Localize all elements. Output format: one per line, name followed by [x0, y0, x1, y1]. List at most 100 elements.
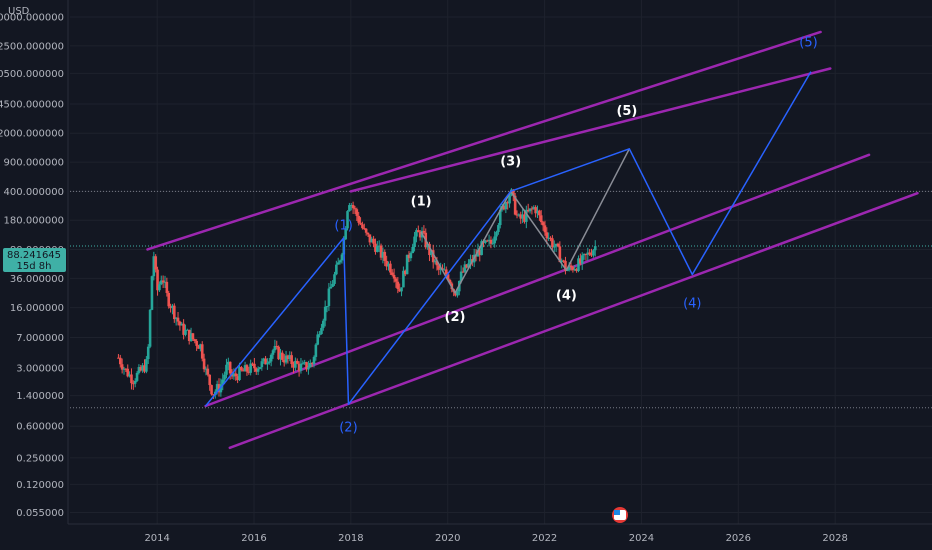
- candle-body: [279, 352, 282, 360]
- candle-body: [217, 384, 221, 393]
- candle-body: [426, 243, 429, 248]
- candle-body: [511, 189, 515, 196]
- candle-body: [223, 374, 226, 380]
- candle-body: [159, 280, 163, 285]
- candle-body: [413, 236, 416, 247]
- candle-body: [193, 339, 197, 341]
- candle-body: [227, 361, 230, 365]
- candle-body: [541, 222, 545, 226]
- x-tick-label: 2024: [629, 533, 654, 544]
- candle-body: [351, 205, 355, 209]
- candle-body: [463, 264, 467, 272]
- candle-body: [545, 232, 549, 239]
- x-tick-label: 2014: [144, 533, 169, 544]
- price-tag-countdown: 15d 8h: [17, 261, 52, 272]
- candle-body: [437, 265, 441, 270]
- candle-body: [120, 364, 124, 370]
- grid: [70, 0, 932, 524]
- candle-body: [135, 372, 139, 381]
- y-tick-label: 900.000000: [4, 158, 64, 169]
- candle-body: [139, 367, 143, 371]
- candle-body: [491, 243, 495, 245]
- candle-body: [513, 195, 517, 215]
- candle-body: [539, 215, 543, 223]
- candle-body: [344, 228, 347, 240]
- candle-body: [297, 363, 301, 371]
- channel-line: [146, 30, 822, 251]
- candle-body: [456, 291, 459, 296]
- candle-body: [571, 267, 575, 271]
- candle-body: [215, 384, 219, 392]
- candle-body: [526, 209, 530, 212]
- candle-body: [284, 355, 288, 363]
- candle-body: [376, 246, 379, 252]
- candle-body: [204, 368, 208, 370]
- channel-line: [204, 153, 871, 408]
- blue-wave-line: [205, 71, 812, 407]
- candle-body: [301, 363, 305, 365]
- flag-icon[interactable]: [612, 507, 628, 523]
- candle-body: [554, 243, 558, 247]
- candle-body: [206, 368, 210, 375]
- candle-body: [556, 243, 560, 247]
- candle-body: [165, 281, 169, 293]
- candle-body: [534, 207, 537, 214]
- candle-body: [549, 237, 552, 239]
- candle-body: [461, 271, 465, 273]
- candle-body: [407, 254, 411, 259]
- candle-body: [208, 374, 211, 386]
- candle-body: [390, 272, 394, 275]
- wave-label: (2): [445, 310, 466, 325]
- candle-body: [528, 208, 532, 212]
- candle-body: [236, 376, 239, 381]
- candle-body: [269, 354, 273, 362]
- candle-body: [372, 238, 375, 244]
- candle-body: [124, 368, 128, 370]
- candle-body: [150, 276, 154, 310]
- candle-body: [400, 287, 403, 292]
- candle-body: [182, 323, 185, 335]
- candle-body: [128, 374, 131, 377]
- candle-body: [446, 274, 450, 280]
- x-tick-label: 2020: [435, 533, 460, 544]
- candle-body: [359, 222, 362, 225]
- candle-body: [593, 246, 597, 251]
- candle-body: [202, 358, 206, 370]
- candle-body: [316, 334, 320, 345]
- candle-body: [485, 240, 489, 242]
- candle-body: [402, 270, 405, 288]
- candle-body: [180, 323, 184, 326]
- y-tick-label: 2000.000000: [0, 129, 64, 140]
- candle-body: [353, 208, 357, 210]
- candle-body: [295, 360, 299, 364]
- candle-body: [322, 320, 325, 328]
- candle-body: [415, 230, 418, 237]
- candle-body: [355, 209, 359, 216]
- candle-body: [448, 279, 452, 284]
- candle-body: [417, 230, 420, 233]
- candle-body: [430, 250, 433, 256]
- candle-body: [389, 263, 392, 273]
- candle-body: [197, 345, 200, 349]
- candle-body: [176, 317, 180, 322]
- candle-body: [396, 281, 400, 290]
- candle-body: [251, 363, 254, 365]
- candle-body: [271, 350, 275, 355]
- candle-body: [523, 214, 526, 222]
- candle-body: [405, 254, 409, 275]
- candle-body: [195, 340, 198, 346]
- candle-body: [308, 362, 312, 368]
- candle-body: [506, 202, 510, 204]
- candle-body: [228, 361, 232, 374]
- candle-body: [444, 269, 448, 275]
- candle-body: [469, 259, 472, 264]
- candle-body: [439, 268, 442, 270]
- candle-body: [141, 365, 144, 371]
- candle-body: [310, 362, 314, 365]
- candle-body: [357, 215, 360, 223]
- candle-body: [232, 373, 236, 377]
- candle-body: [245, 365, 249, 372]
- x-tick-label: 2016: [241, 533, 266, 544]
- candle-body: [184, 330, 187, 335]
